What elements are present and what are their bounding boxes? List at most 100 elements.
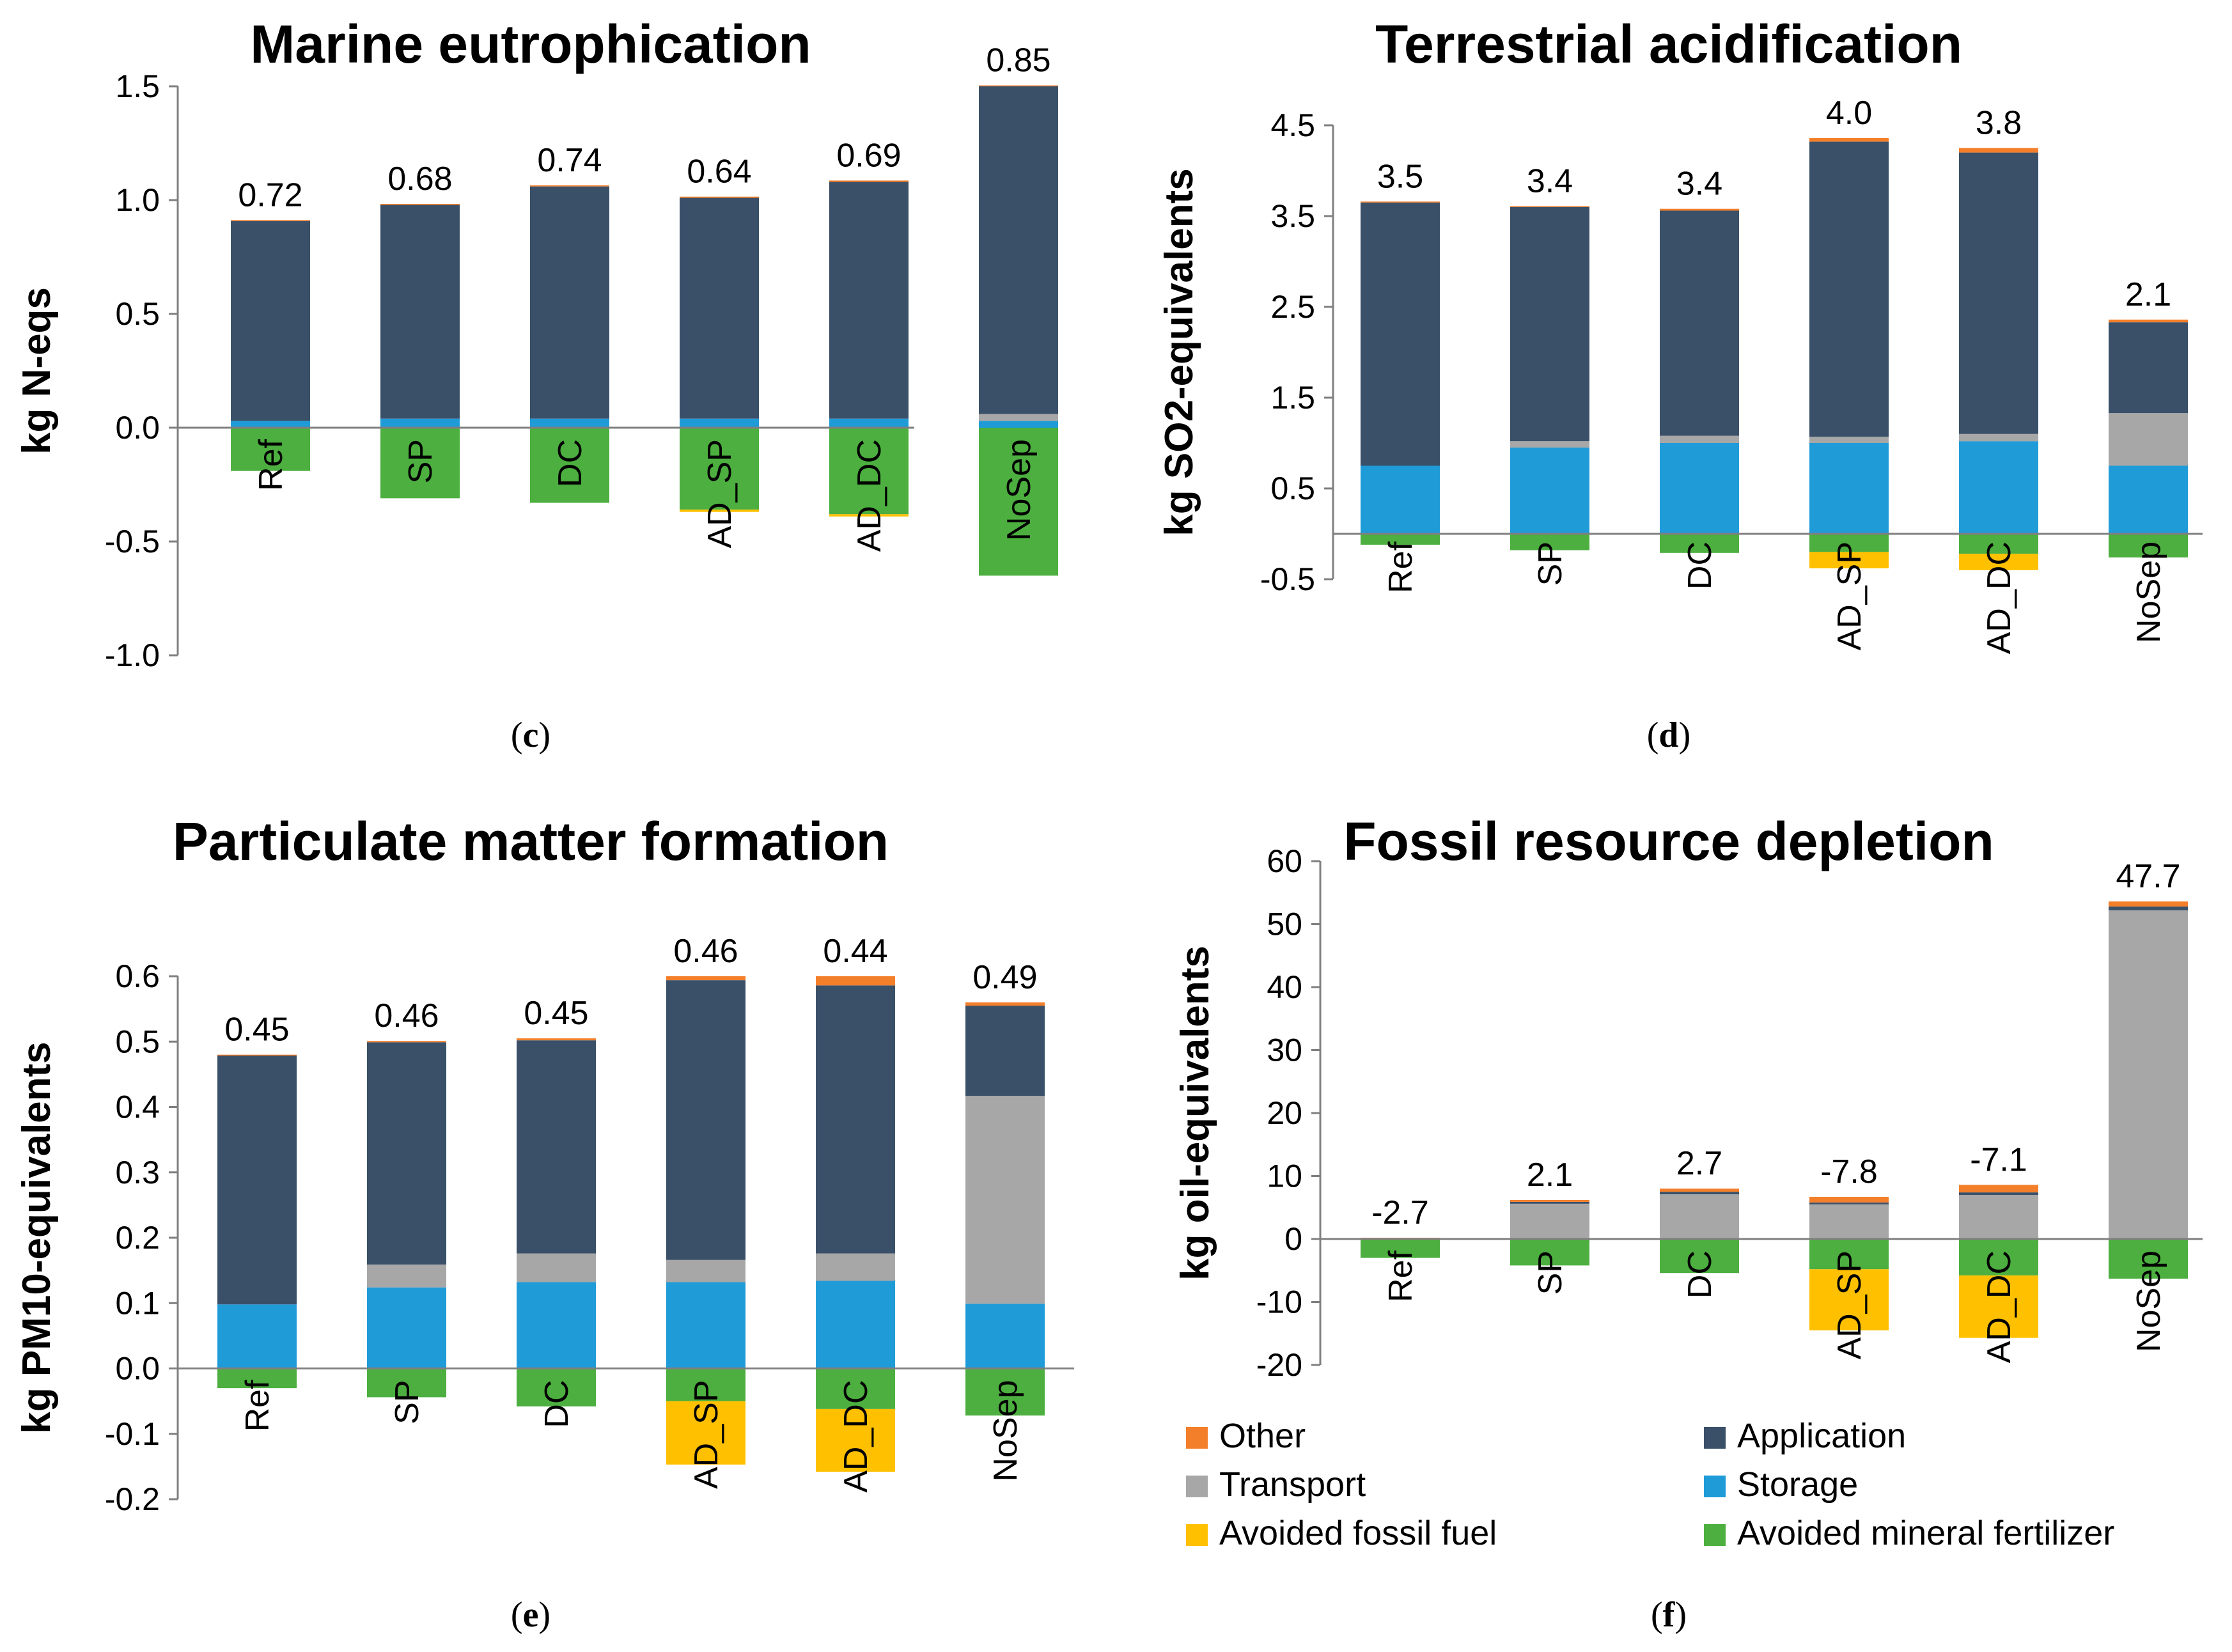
y-tick-label: -0.2 <box>105 1481 160 1517</box>
bar-ad-dc-application <box>816 985 895 1254</box>
y-tick-label: 3.5 <box>1270 198 1315 234</box>
total-label-sp: 0.68 <box>387 160 452 198</box>
bar-sp-application <box>367 1042 446 1265</box>
bar-ad-sp-other <box>680 196 759 198</box>
total-label-sp: 2.1 <box>1527 1157 1573 1194</box>
y-tick-label: 60 <box>1267 843 1302 879</box>
bar-dc-transport <box>1660 1194 1739 1239</box>
category-label-ref: Ref <box>253 439 290 490</box>
bar-ad-sp-avoided-mineral-fertilizer <box>1809 1239 1889 1270</box>
category-label-ad-dc: AD_DC <box>838 1380 875 1493</box>
total-label-ad-sp: 0.46 <box>673 933 738 970</box>
bar-ad-sp-application <box>666 980 745 1260</box>
total-label-nosep: 2.1 <box>2125 276 2171 313</box>
chart-title: Fossil resource depletion <box>1343 811 1994 871</box>
bar-sp-application <box>1510 207 1589 442</box>
panel-caption-letter: d <box>1658 715 1678 755</box>
bar-ad-sp-storage <box>680 418 759 428</box>
bar-ad-dc-transport <box>1959 1195 2038 1239</box>
chart-title: Particulate matter formation <box>173 811 889 871</box>
total-label-sp: 3.4 <box>1527 162 1573 199</box>
bar-dc-avoided-mineral-fertilizer <box>1660 1239 1739 1274</box>
bar-ad-sp-avoided-fossil-fuel <box>1809 1269 1889 1330</box>
legend-label-transport: Transport <box>1219 1465 1366 1504</box>
total-label-ref: 0.45 <box>224 1011 289 1048</box>
bar-nosep-storage <box>965 1304 1045 1369</box>
total-label-ad-dc: 0.44 <box>823 933 887 970</box>
bar-ad-dc-other <box>1959 148 2038 153</box>
bar-ad-sp-application <box>1809 1202 1889 1204</box>
category-label-ad-sp: AD_SP <box>688 1380 725 1490</box>
bar-ref-other <box>1361 201 1440 203</box>
bar-ad-sp-avoided-fossil-fuel <box>666 1401 745 1465</box>
legend-swatch-avoided-mineral-fertilizer <box>1704 1524 1726 1546</box>
legend-label-avoided-mineral-fertilizer: Avoided mineral fertilizer <box>1737 1514 2114 1552</box>
legend: Other Application Transport Storage Avoided … <box>1186 1417 2114 1552</box>
category-label-ad-dc: AD_DC <box>1981 1251 2018 1363</box>
bar-nosep-transport <box>965 1096 1045 1304</box>
bar-dc-storage <box>1660 443 1739 534</box>
bar-nosep-application <box>2109 322 2188 414</box>
bar-ad-dc-application <box>1959 152 2038 434</box>
bar-ref-avoided-mineral-fertilizer <box>1361 534 1440 545</box>
bar-sp-avoided-mineral-fertilizer <box>367 1368 446 1398</box>
legend-label-application: Application <box>1737 1417 1906 1455</box>
y-tick-label: 0.6 <box>115 958 160 994</box>
total-label-sp: 0.46 <box>374 997 439 1034</box>
bar-ad-dc-transport <box>1959 433 2038 442</box>
y-axis-label: kg oil-equivalents <box>1173 946 1217 1281</box>
bar-ad-sp-storage <box>1809 443 1889 534</box>
category-label-sp: SP <box>389 1380 426 1424</box>
bar-nosep-other <box>979 85 1058 87</box>
y-tick-label: 40 <box>1267 969 1302 1005</box>
total-label-ad-dc: 3.8 <box>1976 105 2022 142</box>
bar-ad-dc-other <box>829 180 909 182</box>
bar-dc-application <box>1660 1192 1739 1195</box>
panel-caption-letter: f <box>1663 1595 1676 1635</box>
bar-ad-sp-transport <box>1809 1204 1889 1239</box>
chart-e: Particulate matter formation kg PM10-equi… <box>15 811 1074 1635</box>
total-label-ad-sp: 4.0 <box>1826 95 1872 132</box>
bar-nosep-application <box>2109 906 2188 910</box>
legend-swatch-application <box>1704 1427 1726 1449</box>
legend-label-avoided-fossil-fuel: Avoided fossil fuel <box>1219 1514 1497 1552</box>
y-tick-label: 0.0 <box>115 410 160 446</box>
category-label-ref: Ref <box>1382 1250 1419 1302</box>
y-tick-label: -1.0 <box>105 637 160 673</box>
category-label-dc: DC <box>1682 542 1719 589</box>
total-label-ad-sp: 0.64 <box>687 153 751 191</box>
chart-title: Marine eutrophication <box>250 14 811 74</box>
y-tick-label: 50 <box>1267 907 1302 942</box>
bar-nosep-transport <box>2109 910 2188 1239</box>
category-label-sp: SP <box>1532 542 1569 586</box>
bar-sp-transport <box>367 1264 446 1288</box>
bar-ref-application <box>1361 202 1440 466</box>
bar-sp-transport <box>1510 441 1589 448</box>
bar-ad-sp-avoided-fossil-fuel <box>1809 552 1889 568</box>
bar-nosep-other <box>965 1002 1045 1006</box>
y-tick-label: 1.0 <box>115 182 160 218</box>
y-axis-label: kg SO2-equivalents <box>1157 168 1201 536</box>
y-tick-label: 0.2 <box>115 1220 160 1256</box>
bar-ref-storage <box>217 1304 297 1369</box>
bar-nosep-storage <box>979 421 1058 428</box>
total-label-dc: 0.74 <box>537 142 602 179</box>
bar-dc-other <box>530 185 609 187</box>
legend-swatch-avoided-fossil-fuel <box>1186 1524 1208 1546</box>
chart-c: Marine eutrophication kg N-eqs -1.0 -0.5 0.0… <box>15 14 1058 755</box>
category-label-ad-sp: AD_SP <box>701 439 738 549</box>
bar-sp-application <box>1510 1201 1589 1204</box>
bar-ref-application <box>217 1055 297 1305</box>
bar-sp-storage <box>380 418 460 428</box>
bar-dc-application <box>1660 210 1739 436</box>
category-label-ref: Ref <box>239 1380 276 1431</box>
bar-ad-dc-other <box>1959 1185 2038 1193</box>
y-tick-label: 0.1 <box>115 1285 160 1321</box>
legend-swatch-storage <box>1704 1476 1726 1497</box>
total-label-ref: -2.7 <box>1371 1194 1429 1231</box>
bar-sp-avoided-mineral-fertilizer <box>1510 1239 1589 1266</box>
y-tick-label: -10 <box>1256 1284 1302 1320</box>
panel-caption: (d) <box>1647 715 1690 755</box>
category-label-nosep: NoSep <box>2130 542 2167 643</box>
bar-dc-avoided-mineral-fertilizer <box>517 1368 596 1407</box>
